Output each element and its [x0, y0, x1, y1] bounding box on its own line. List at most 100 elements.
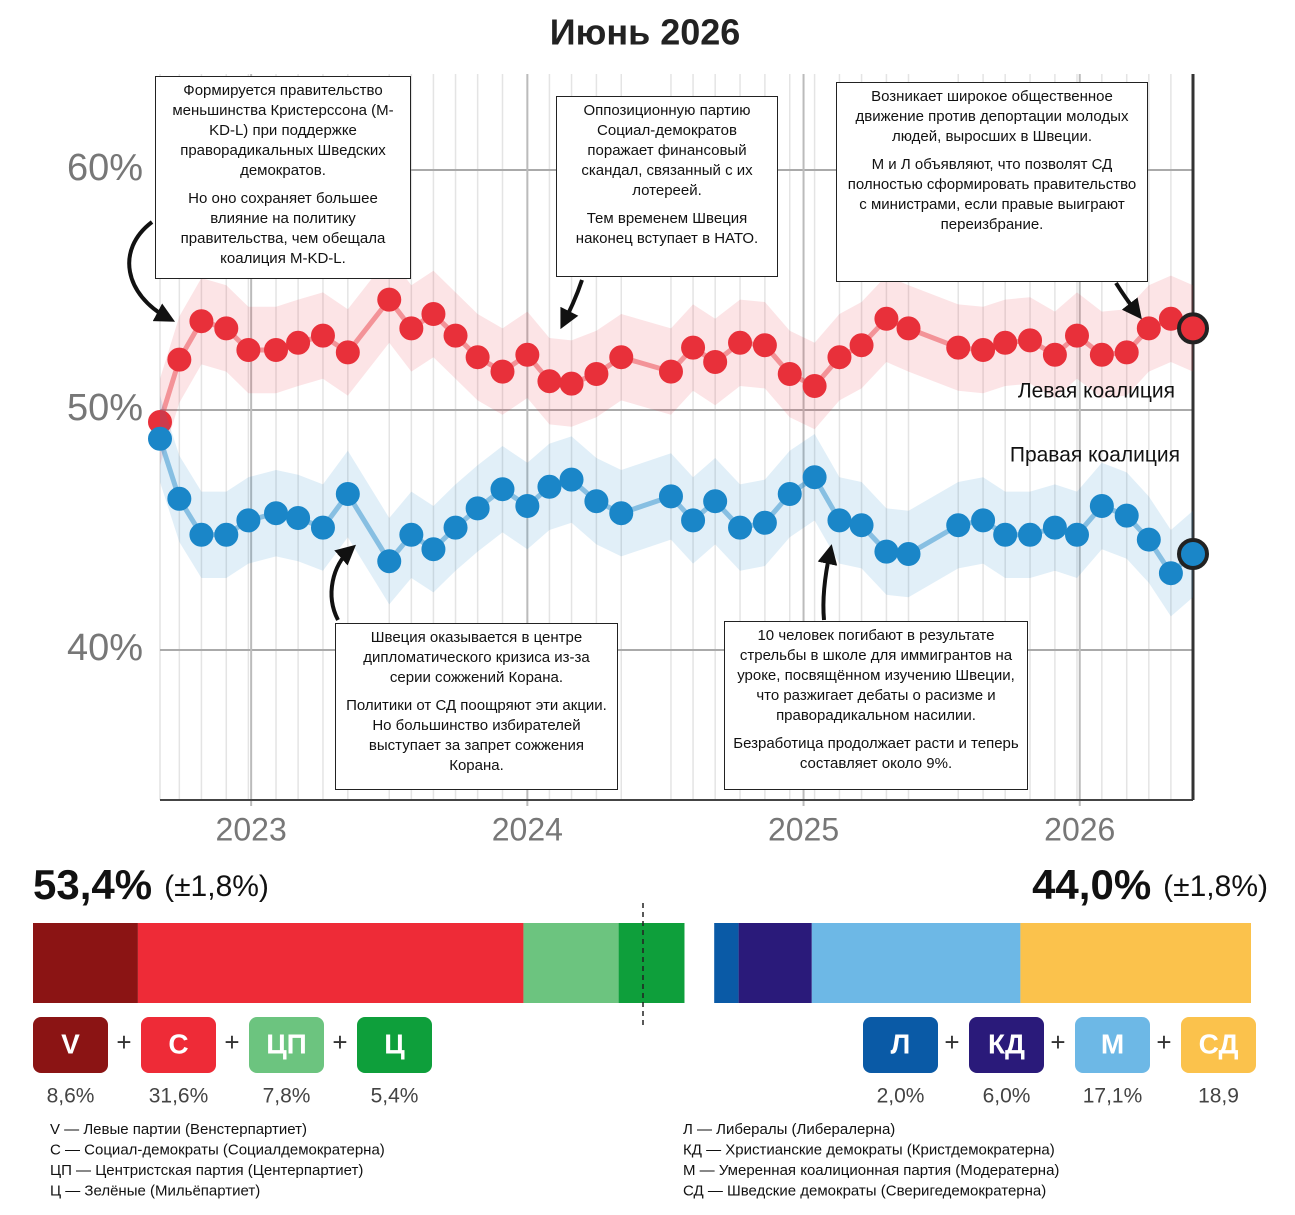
party-badge [1181, 1017, 1256, 1073]
current-point [1177, 538, 1209, 570]
point [189, 309, 214, 334]
party-value: 2,0% [877, 1085, 925, 1108]
annotation: Возникает широкое общественное движение … [836, 82, 1148, 282]
current-point [1177, 312, 1209, 345]
point [1042, 515, 1067, 540]
party-abbr: М [1101, 1028, 1124, 1059]
plus: + [1156, 1027, 1171, 1057]
annotation-text: Тем временем Швеция наконец вступает в Н… [575, 210, 759, 247]
annotation: Формируется правительство меньшинства Кр… [155, 76, 411, 279]
point [896, 316, 921, 341]
point [537, 474, 562, 499]
series-label: Правая коалиция [1010, 444, 1180, 467]
point [946, 335, 971, 360]
point [559, 467, 584, 492]
point [443, 323, 468, 348]
point [286, 330, 311, 355]
party-value: 8,6% [47, 1085, 95, 1108]
party-value: 18,9 [1198, 1085, 1239, 1108]
party-badge [357, 1017, 432, 1073]
point [584, 362, 609, 386]
bar-segment [523, 923, 619, 1003]
party-description: Л — Либералы (Либералерна) [683, 1121, 895, 1138]
party-abbr: Л [891, 1028, 911, 1059]
point [849, 513, 874, 538]
point [189, 522, 214, 547]
party-badge [249, 1017, 324, 1073]
party-description: Ц — Зелёные (Мильёпартиет) [50, 1182, 260, 1199]
annotation-text: Швеция оказывается в центре дипломатичес… [363, 629, 590, 686]
point [1042, 342, 1067, 367]
point [443, 515, 468, 540]
point [728, 515, 753, 540]
total-value: 44,0% [1032, 861, 1151, 908]
point [609, 345, 634, 370]
point [264, 501, 289, 526]
point [681, 335, 706, 360]
point [264, 338, 289, 362]
coalition-total: 44,0% (±1,8%) [1032, 861, 1268, 908]
point [993, 522, 1018, 547]
point [148, 426, 172, 451]
point [377, 287, 402, 312]
party-abbr: Ц [384, 1028, 405, 1059]
point [609, 501, 634, 526]
point [421, 302, 446, 326]
party-abbr: ЦП [266, 1028, 307, 1059]
point [515, 342, 540, 367]
point [802, 465, 827, 490]
annotation-text: Политики от СД поощряют эти акции. Но бо… [346, 697, 607, 774]
series-label: Левая коалиция [1018, 380, 1175, 403]
point [335, 340, 360, 365]
point [515, 494, 540, 518]
x-tick-label: 2025 [768, 811, 839, 847]
point [752, 510, 777, 535]
x-tick-label: 2026 [1044, 811, 1115, 847]
point [703, 350, 728, 374]
point [377, 549, 402, 574]
annotation-text: Безработица продолжает расти и теперь со… [733, 735, 1019, 772]
point [946, 513, 971, 538]
party-badge [1075, 1017, 1150, 1073]
annotation: Оппозиционную партию Социал-демократов п… [556, 96, 778, 277]
point [167, 486, 192, 511]
point [1136, 316, 1161, 341]
point [167, 347, 192, 372]
point [1114, 503, 1139, 528]
party-abbr: С [168, 1028, 188, 1059]
point [993, 330, 1018, 355]
annotation-text: Но оно сохраняет большее влияние на поли… [180, 190, 386, 267]
coalition-total: 53,4% (±1,8%) [33, 861, 269, 908]
bar-segment [33, 923, 138, 1003]
point [236, 338, 261, 362]
point [1018, 522, 1043, 547]
party-value: 7,8% [263, 1085, 311, 1108]
point [584, 489, 609, 514]
party-abbr: КД [988, 1028, 1025, 1059]
point [1114, 340, 1139, 365]
point [214, 522, 239, 547]
y-tick-label: 60% [67, 147, 143, 189]
point [286, 506, 311, 530]
point [559, 371, 584, 396]
point [399, 316, 424, 341]
chart-title: Июнь 2026 [550, 12, 741, 53]
annotation-text: Оппозиционную партию Социал-демократов п… [581, 102, 753, 199]
point [1018, 328, 1043, 353]
point [236, 508, 261, 533]
point [1064, 522, 1089, 547]
annotation-text: М и Л объявляют, что позволят СД полност… [847, 156, 1137, 233]
point [421, 537, 446, 562]
point [490, 359, 515, 384]
point [728, 330, 753, 355]
party-description: КД — Христианские демократы (Кристдемокр… [683, 1141, 1055, 1158]
bar-segment [1020, 923, 1251, 1003]
point [310, 323, 335, 348]
plus: + [332, 1027, 347, 1057]
party-description: СД — Шведские демократы (Сверигедемократ… [683, 1182, 1046, 1199]
point [681, 508, 706, 533]
point [465, 345, 490, 370]
party-value: 17,1% [1083, 1085, 1143, 1108]
